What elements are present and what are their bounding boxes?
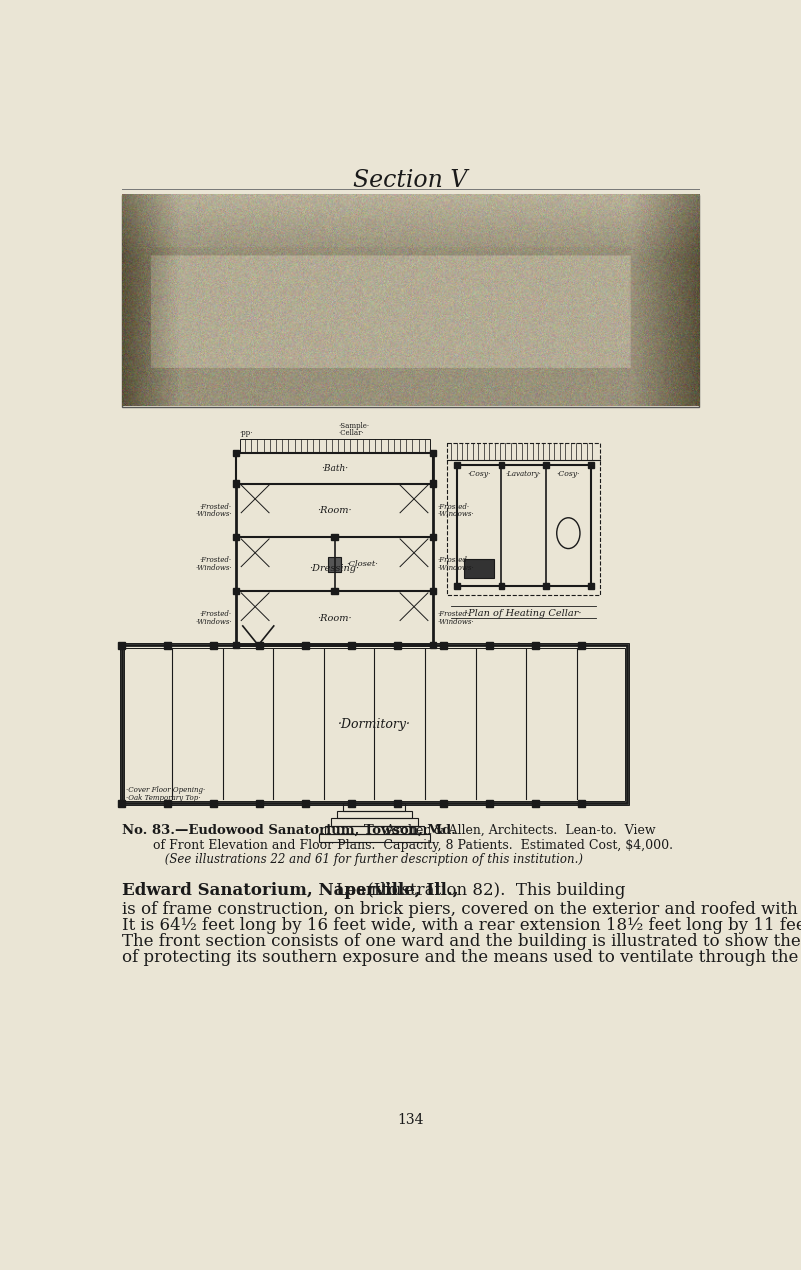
Text: ·Frosted·: ·Frosted·	[199, 503, 231, 511]
Bar	[440, 641, 447, 649]
Bar	[119, 800, 125, 806]
Bar	[302, 641, 309, 649]
Bar	[302, 800, 309, 806]
Text: Section V: Section V	[353, 169, 467, 192]
Text: ·Bath·: ·Bath·	[321, 464, 348, 472]
Bar	[235, 452, 433, 484]
Bar	[325, 827, 424, 834]
Text: ·Windows·: ·Windows·	[195, 564, 231, 573]
Text: Lean-to: Lean-to	[331, 883, 398, 899]
Text: ·Windows·: ·Windows·	[195, 511, 231, 518]
Bar	[332, 588, 338, 594]
Text: ·Windows·: ·Windows·	[195, 618, 231, 626]
Text: ·Oak Temporary Top·: ·Oak Temporary Top·	[126, 794, 200, 801]
Bar	[256, 641, 263, 649]
Text: The front section consists of one ward and the building is illustrated to show t: The front section consists of one ward a…	[122, 933, 801, 950]
Bar	[344, 803, 405, 810]
Bar	[210, 641, 217, 649]
Text: of Front Elevation and Floor Plans.  Capacity, 8 Patients.  Estimated Cost, $4,0: of Front Elevation and Floor Plans. Capa…	[153, 839, 673, 852]
Bar	[232, 450, 239, 456]
Text: ·Cellar·: ·Cellar·	[339, 429, 364, 437]
Text: ·Sample·: ·Sample·	[339, 422, 369, 429]
Bar	[440, 800, 447, 806]
Text: ·Cosy·: ·Cosy·	[557, 470, 580, 479]
Bar	[588, 583, 594, 589]
Bar	[119, 641, 125, 649]
Text: It is 64½ feet long by 16 feet wide, with a rear extension 18½ feet long by 11 f: It is 64½ feet long by 16 feet wide, wit…	[122, 917, 801, 933]
Bar	[543, 462, 549, 467]
Text: ·Plan of Heating Cellar·: ·Plan of Heating Cellar·	[465, 610, 582, 618]
Bar	[232, 480, 239, 486]
Text: Archer & Allen, Architects.  Lean-to.  View: Archer & Allen, Architects. Lean-to. Vie…	[377, 824, 655, 837]
Bar	[498, 462, 504, 467]
Bar	[465, 559, 493, 578]
Bar	[256, 800, 263, 806]
Bar	[232, 535, 239, 541]
Bar	[486, 800, 493, 806]
Text: ·Frosted·: ·Frosted·	[437, 611, 469, 618]
Bar	[239, 439, 429, 452]
Bar	[210, 800, 217, 806]
Text: ·Room·: ·Room·	[317, 613, 352, 622]
Text: ·Room·: ·Room·	[317, 505, 352, 514]
Bar	[430, 450, 437, 456]
Bar	[122, 645, 627, 803]
Bar	[588, 462, 594, 469]
Text: ·Frosted·: ·Frosted·	[437, 556, 469, 564]
Bar	[532, 800, 539, 806]
Text: 134: 134	[397, 1114, 424, 1128]
Bar	[119, 643, 630, 805]
Bar	[235, 452, 433, 645]
Text: (See illustrations 22 and 61 for further description of this institution.): (See illustrations 22 and 61 for further…	[153, 853, 583, 866]
Bar	[332, 535, 338, 541]
Bar	[122, 645, 627, 803]
Text: (Illustration 82).  This building: (Illustration 82). This building	[362, 883, 626, 899]
Text: ·Frosted·: ·Frosted·	[199, 611, 231, 618]
Text: ·Cover Floor Opening·: ·Cover Floor Opening·	[126, 786, 205, 794]
Bar	[486, 641, 493, 649]
Bar	[430, 588, 437, 594]
Bar	[578, 641, 585, 649]
Bar	[331, 818, 418, 827]
Bar	[394, 641, 401, 649]
Text: ·Dormitory·: ·Dormitory·	[338, 718, 411, 730]
Text: ·Frosted·: ·Frosted·	[199, 556, 231, 564]
Text: ·Frosted·: ·Frosted·	[437, 503, 469, 511]
Text: ·Cosy·: ·Cosy·	[467, 470, 491, 479]
Text: ·pp·: ·pp·	[239, 429, 253, 437]
Bar	[394, 800, 401, 806]
Bar	[498, 583, 504, 588]
Text: ·Closet·: ·Closet·	[346, 560, 378, 569]
Text: ·Windows·: ·Windows·	[437, 618, 474, 626]
Text: is of frame construction, on brick piers, covered on the exterior and roofed wit: is of frame construction, on brick piers…	[122, 900, 801, 918]
Bar	[164, 641, 171, 649]
Text: ·Windows·: ·Windows·	[437, 511, 474, 518]
Bar	[328, 556, 340, 572]
Bar	[430, 480, 437, 486]
Bar	[457, 465, 590, 585]
Text: Edward Sanatorium, Naperville, Ill.,: Edward Sanatorium, Naperville, Ill.,	[122, 883, 458, 899]
Bar	[122, 194, 699, 406]
Text: No. 83.—Eudowood Sanatorium, Towson, Md.: No. 83.—Eudowood Sanatorium, Towson, Md.	[122, 824, 456, 837]
Bar	[430, 643, 437, 648]
Bar	[447, 443, 600, 596]
Bar	[453, 462, 460, 469]
Bar	[430, 535, 437, 541]
Bar	[532, 641, 539, 649]
Bar	[164, 800, 171, 806]
Text: of protecting its southern exposure and the means used to ventilate through the : of protecting its southern exposure and …	[122, 950, 801, 966]
Bar	[453, 583, 460, 589]
Bar	[578, 800, 585, 806]
Text: ·Windows·: ·Windows·	[437, 564, 474, 573]
Bar	[543, 583, 549, 588]
Bar	[348, 800, 355, 806]
Bar	[348, 641, 355, 649]
Text: ·Lavatory·: ·Lavatory·	[505, 470, 541, 479]
Bar	[232, 643, 239, 648]
Bar	[337, 810, 412, 818]
Bar	[319, 834, 430, 842]
Bar	[232, 588, 239, 594]
Text: ·Dressing·: ·Dressing·	[309, 564, 360, 573]
Bar	[124, 648, 625, 801]
